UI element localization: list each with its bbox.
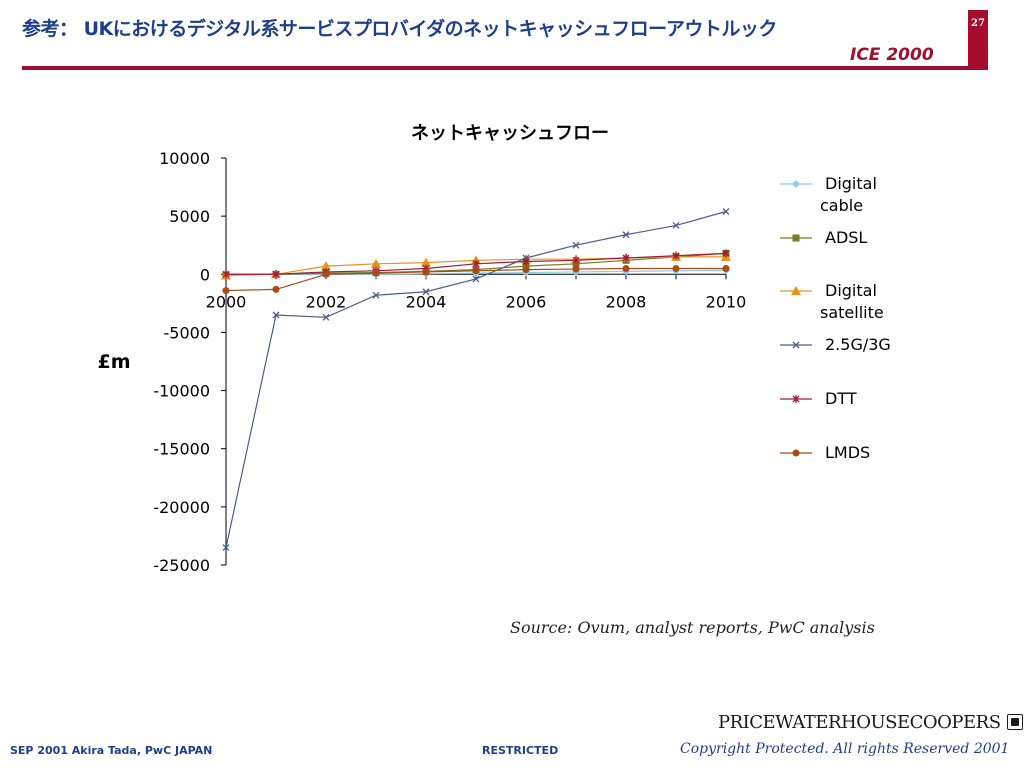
data-point [792,234,800,242]
data-point [722,249,730,258]
data-point [572,265,580,273]
legend-item: ADSL [780,228,867,247]
legend-item: Digital satellite [780,281,884,322]
data-point [272,270,280,279]
legend-label: Digital [825,281,877,300]
data-point [522,257,530,266]
data-point [472,275,480,283]
data-point [792,180,800,188]
data-point [272,285,280,293]
data-point [672,221,680,229]
data-point [222,287,230,295]
logo-badge-icon [1006,714,1023,730]
y-tick-label: -20000 [153,498,210,517]
header-rule [22,66,988,70]
data-point [792,395,800,403]
data-point [322,270,330,278]
legend-label: cable [820,196,863,215]
y-tick-label: -5000 [164,323,211,342]
footer-author: SEP 2001 Akira Tada, PwC JAPAN [10,744,213,757]
data-point [322,313,330,321]
y-tick-label: 5000 [169,207,210,226]
data-point [222,544,230,552]
x-tick-label: 2000 [206,292,247,311]
legend-item: DTT [780,389,857,408]
page-number: 27 [968,10,988,68]
chart-title: ネットキャッシュフロー [411,123,609,144]
legend-item: LMDS [780,443,870,462]
data-point [792,449,800,457]
data-point [791,286,801,295]
data-point [372,269,380,277]
data-point [321,261,331,271]
data-point [522,266,530,274]
y-tick-label: -25000 [153,556,210,575]
data-point [572,256,580,265]
data-point [371,258,381,268]
data-point [222,270,230,279]
legend-item: 2.5G/3G [780,335,891,354]
data-point [672,251,680,260]
slide-title: 参考： UKにおけるデジタル系サービスプロバイダのネットキャッシュフローアウトル… [22,18,777,40]
source-note: Source: Ovum, analyst reports, PwC analy… [510,618,875,637]
slide-subtitle: ICE 2000 [850,45,934,65]
y-axis-label: £m [97,351,130,373]
data-point [472,267,480,275]
footer-classification: RESTRICTED [482,744,559,757]
legend-label: LMDS [825,443,870,462]
data-point [722,208,730,215]
legend-label: ADSL [825,228,867,247]
data-point [672,264,680,272]
footer-copyright: Copyright Protected. All rights Reserved… [680,741,1010,757]
line-chart: ネットキャッシュフロー £m 10000 5000 0 -5000 -10000 -150… [97,123,891,575]
data-point [622,254,630,263]
data-point [792,341,800,349]
legend-label: Digital [825,174,877,193]
x-tick-label: 2004 [406,292,447,311]
y-tick-label: -15000 [153,440,210,459]
data-point [572,241,580,249]
legend-label: 2.5G/3G [825,335,891,354]
x-tick-label: 2008 [606,292,647,311]
data-point [422,288,430,296]
x-tick-label: 2006 [506,292,547,311]
data-point [372,291,380,299]
pwc-logo: PRICEWATERHOUSECOOPERS [718,708,1023,734]
series-dtt [222,249,730,279]
y-tick-label: -10000 [153,382,210,401]
data-point [421,257,431,267]
data-point [622,264,630,272]
series-2-5g-3g [222,208,730,552]
y-tick-label: 0 [200,265,210,284]
data-point [272,311,280,319]
logo-wordmark: PRICEWATERHOUSECOOPERS [718,712,1001,733]
data-point [722,264,730,272]
legend-item: Digital cable [780,174,877,215]
legend-label: satellite [820,303,884,322]
y-tick-label: 10000 [159,149,210,168]
data-point [422,268,430,276]
data-point [472,259,480,268]
data-point [622,231,630,239]
series-lmds [222,264,730,295]
legend-label: DTT [825,389,857,408]
x-tick-label: 2010 [706,292,747,311]
x-tick-label: 2002 [306,292,347,311]
